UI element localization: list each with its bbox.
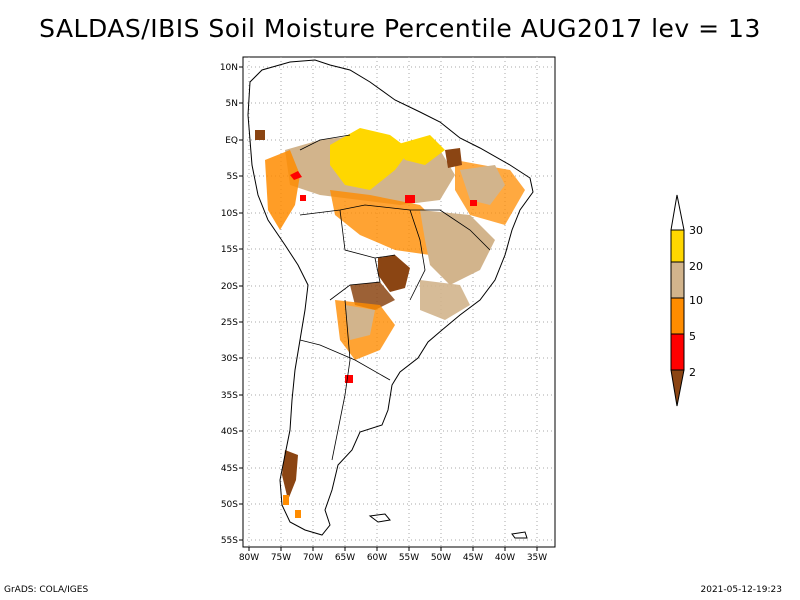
- lat-label: 50S: [221, 500, 238, 510]
- colorbar-label: 20: [689, 260, 703, 273]
- lon-label: 75W: [271, 553, 291, 563]
- colorbar-5-10: [670, 297, 685, 335]
- lat-label: 35S: [221, 391, 238, 401]
- shade-pantanal-brown: [378, 255, 410, 292]
- lat-label: 55S: [221, 536, 238, 546]
- colorbar: [670, 194, 685, 407]
- axis-ticks: [239, 66, 538, 551]
- shade-west-orange: [265, 150, 300, 230]
- shade-patagonia-orange: [283, 495, 301, 518]
- lat-label: 5N: [226, 99, 238, 109]
- colorbar-bottom-arrow: [670, 369, 685, 407]
- colorbar-20-30: [670, 229, 685, 263]
- colorbar-label: 2: [689, 366, 696, 379]
- lon-label: 60W: [367, 553, 387, 563]
- lon-label: 65W: [335, 553, 355, 563]
- colorbar-2-5: [670, 333, 685, 371]
- colorbar-label: 30: [689, 224, 703, 237]
- lat-label: 25S: [221, 318, 238, 328]
- colorbar-label: 5: [689, 330, 696, 343]
- lat-label: 40S: [221, 427, 238, 437]
- footer-credit: GrADS: COLA/IGES: [4, 585, 89, 595]
- shade-patagonia-brown: [282, 450, 298, 500]
- footer-timestamp: 2021-05-12-19:23: [700, 585, 783, 595]
- lon-label: 70W: [303, 553, 323, 563]
- shade-nordeste-tan: [460, 165, 505, 205]
- lon-label: 55W: [399, 553, 419, 563]
- lon-label: 35W: [527, 553, 547, 563]
- south-georgia: [511, 531, 528, 539]
- colorbar-top-arrow: [670, 194, 685, 231]
- colorbar-label: 10: [689, 294, 703, 307]
- lat-label: 10S: [221, 209, 238, 219]
- shade-north-yellow: [395, 135, 445, 165]
- shade-amazon-yellow: [330, 128, 410, 190]
- shade-southeast-tan: [420, 280, 470, 320]
- south-america-outline: [247, 59, 534, 536]
- percentile-shading: [255, 128, 525, 518]
- map-title: SALDAS/IBIS Soil Moisture Percentile AUG…: [39, 14, 761, 43]
- lat-label: 5S: [227, 172, 239, 182]
- lat-label: EQ: [225, 136, 238, 146]
- lat-label: 30S: [221, 354, 238, 364]
- longitude-labels: 80W 75W 70W 65W 60W 55W 50W 45W 40W 35W: [239, 553, 547, 563]
- colorbar-labels: 30 20 10 5 2: [689, 224, 703, 379]
- falkland-islands: [368, 513, 391, 523]
- lon-label: 40W: [495, 553, 515, 563]
- lon-label: 50W: [431, 553, 451, 563]
- latitude-labels: 10N 5N EQ 5S 10S 15S 20S 25S 30S 35S 40S…: [220, 63, 238, 546]
- colorbar-10-20: [670, 261, 685, 299]
- lat-label: 15S: [221, 245, 238, 255]
- lon-label: 45W: [463, 553, 483, 563]
- lat-label: 20S: [221, 282, 238, 292]
- shade-central-tan: [420, 210, 495, 285]
- lat-label: 45S: [221, 464, 238, 474]
- shade-south-tan: [345, 305, 375, 340]
- lon-label: 80W: [239, 553, 259, 563]
- country-borders: [299, 134, 491, 461]
- lat-label: 10N: [220, 63, 238, 73]
